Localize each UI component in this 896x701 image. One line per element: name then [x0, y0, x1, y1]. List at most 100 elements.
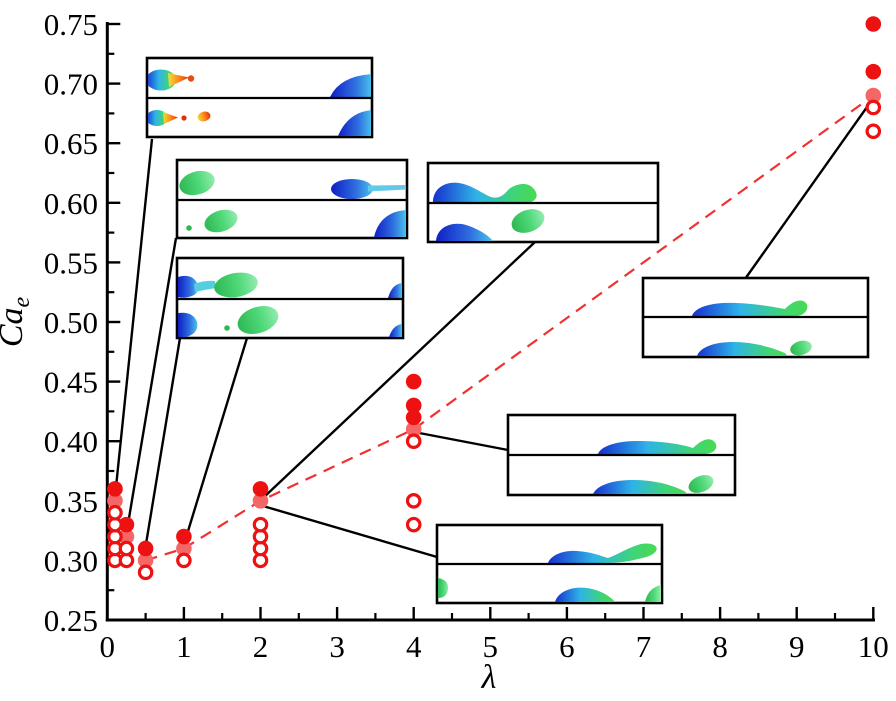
callout-line [125, 237, 178, 531]
x-tick-label: 4 [406, 629, 422, 664]
droplet-shape [511, 209, 545, 233]
x-tick-label: 9 [789, 629, 805, 664]
x-tick-label: 8 [712, 629, 728, 664]
droplet-shape [214, 272, 258, 298]
y-axis-title: Cae [0, 296, 35, 347]
droplet-shape [330, 74, 371, 97]
inset-4-snapshot [426, 161, 660, 244]
y-tick-label: 0.45 [44, 365, 98, 400]
droplet-shape [179, 170, 215, 196]
data-point-filled [405, 397, 422, 414]
axes: 0 1 2 3 4 5 6 7 8 9 10 0.25 0.30 0.35 0.40 0.45 0.50 0.55… [44, 7, 889, 664]
x-tick-label: 0 [100, 629, 116, 664]
droplet-shape [692, 300, 808, 316]
droplet-shape [374, 210, 406, 237]
droplet-shape [331, 179, 373, 199]
inset-droplet-art [179, 170, 406, 237]
data-point-filled [176, 528, 192, 545]
droplet-shape [186, 225, 192, 231]
y-tick-label: 0.25 [44, 603, 98, 638]
data-point-open [405, 433, 422, 449]
y-tick-label: 0.50 [44, 305, 98, 340]
inset-droplet-art [433, 182, 545, 241]
droplet-shape [224, 325, 230, 331]
droplet-shape [433, 182, 537, 202]
droplet-shape [548, 543, 657, 563]
callout-line [262, 504, 438, 559]
inset-3-snapshot [175, 256, 405, 340]
inset-5-snapshot [506, 413, 737, 497]
callout-line [413, 430, 509, 452]
data-point-critical [865, 87, 882, 104]
droplet-shape [237, 306, 279, 334]
data-point-filled [865, 63, 882, 80]
x-tick-label: 5 [483, 629, 499, 664]
droplet-shape [598, 439, 717, 454]
droplet-shape [438, 578, 449, 598]
data-point-open [865, 123, 882, 140]
callout-line [144, 337, 182, 545]
callout-lines [114, 99, 873, 559]
data-point-open [118, 540, 135, 557]
droplet-shape [338, 110, 371, 136]
droplet-shape [168, 73, 189, 87]
data-point-critical [107, 493, 123, 509]
data-point-filled [107, 481, 123, 497]
data-point-critical [252, 493, 269, 509]
inset-droplet-art [148, 69, 371, 136]
x-tick-label: 2 [253, 629, 269, 664]
droplet-shape [148, 110, 168, 126]
droplet-shape [555, 587, 615, 602]
y-tick-label: 0.75 [44, 7, 98, 42]
inset-1-snapshot [145, 56, 374, 139]
droplet-shape [178, 275, 199, 298]
data-point-filled [137, 540, 154, 557]
y-axis-title-subscript: e [9, 296, 35, 307]
droplet-shape [194, 280, 216, 292]
x-tick-label: 10 [858, 629, 889, 664]
x-tick-label: 1 [176, 629, 192, 664]
y-tick-label: 0.40 [44, 424, 98, 459]
callout-line [114, 138, 154, 488]
data-point-filled [405, 373, 422, 390]
data-point-critical [137, 552, 154, 569]
inset-droplet-art [593, 439, 717, 494]
droplet-shape [187, 75, 195, 82]
x-axis-title: λ [481, 659, 497, 696]
inset-7-snapshot [641, 276, 870, 359]
callout-line [183, 337, 249, 542]
y-axis-title-main: Ca [0, 307, 30, 347]
x-tick-label: 3 [329, 629, 345, 664]
x-tick-label: 6 [559, 629, 575, 664]
data-point-open [865, 99, 882, 116]
data-point-open [405, 492, 422, 509]
data-point-filled [865, 16, 882, 32]
inset-2-snapshot [175, 158, 409, 240]
y-tick-label: 0.55 [44, 245, 98, 280]
inset-droplet-art [692, 300, 812, 356]
inset-droplet-art [438, 543, 661, 602]
data-point-open [252, 516, 269, 533]
droplet-shape [790, 340, 812, 356]
droplet-shape [388, 283, 402, 298]
droplet-shape [181, 115, 187, 121]
data-point-critical [176, 540, 192, 557]
x-tick-label: 7 [636, 629, 652, 664]
y-tick-label: 0.65 [44, 126, 98, 161]
y-tick-label: 0.35 [44, 484, 98, 519]
droplet-shape [163, 112, 178, 124]
data-points [107, 16, 882, 581]
droplet-shape [645, 585, 661, 602]
data-point-critical [118, 528, 135, 545]
inset-6-snapshot [435, 523, 664, 605]
data-point-open [405, 516, 422, 533]
droplet-shape [436, 223, 493, 241]
y-tick-label: 0.60 [44, 186, 98, 221]
data-point-open [107, 504, 123, 521]
data-point-filled [252, 481, 269, 497]
droplet-shape [197, 111, 211, 122]
callout-line [744, 99, 873, 280]
droplet-shape [697, 342, 787, 356]
